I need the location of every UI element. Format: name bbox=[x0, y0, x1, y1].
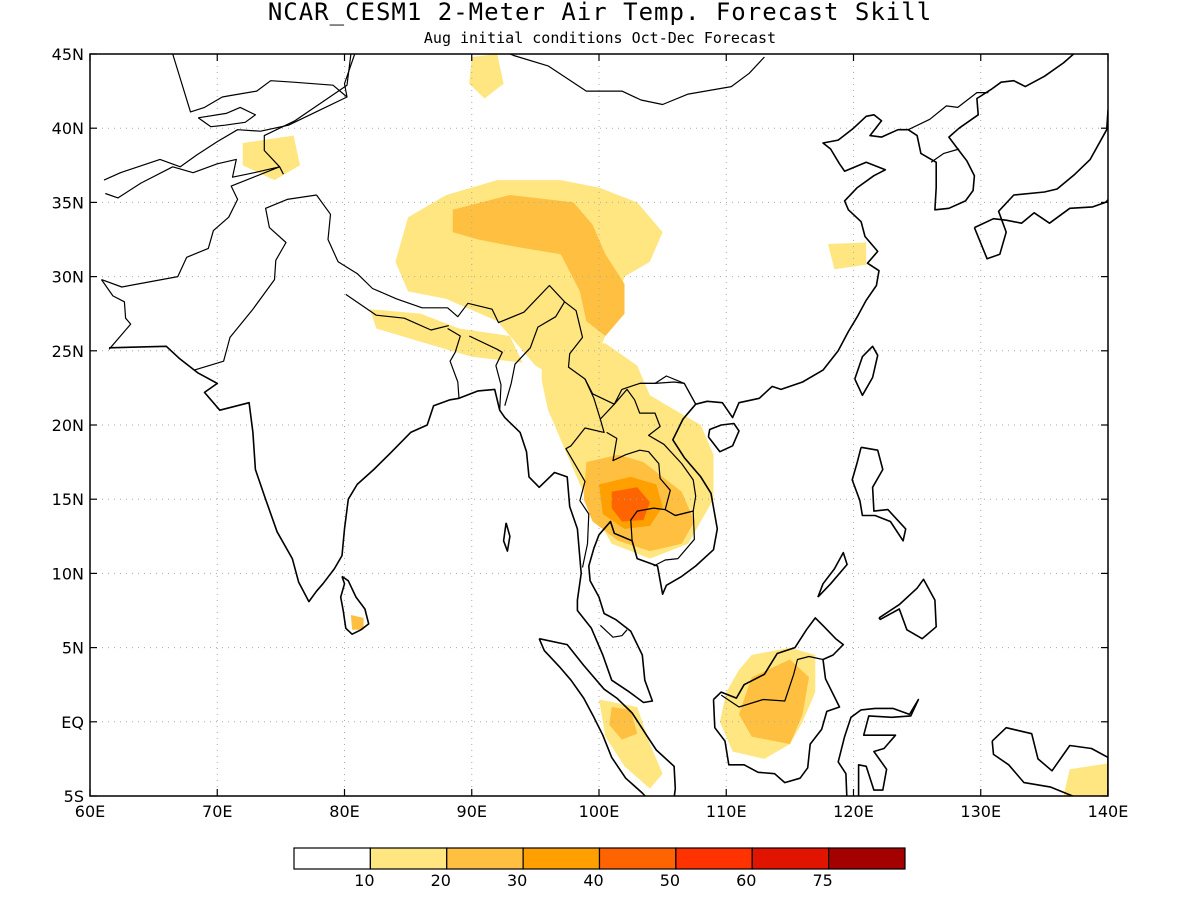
border-central-asia-2 bbox=[172, 54, 348, 113]
x-tick-label: 110E bbox=[706, 802, 747, 821]
border-afghanistan bbox=[101, 158, 281, 288]
skill-region-thailand-center bbox=[611, 487, 650, 522]
border-bangladesh bbox=[447, 327, 461, 399]
y-tick-label: 35N bbox=[52, 193, 84, 212]
border-layer bbox=[101, 54, 989, 708]
coastline-hokkaido bbox=[1107, 97, 1108, 101]
colorbar-swatch bbox=[751, 847, 830, 870]
coastline-mindanao bbox=[878, 578, 938, 640]
skill-region-new-guinea-east bbox=[1063, 763, 1108, 796]
colorbar-swatch bbox=[522, 847, 601, 870]
coastline-sri-lanka bbox=[339, 575, 370, 636]
x-tick-label: 70E bbox=[202, 802, 232, 821]
colorbar-label: 75 bbox=[812, 871, 832, 890]
chart-subtitle: Aug initial conditions Oct-Dec Forecast bbox=[423, 29, 777, 47]
x-tick-label: 90E bbox=[457, 802, 487, 821]
coastline-borneo bbox=[712, 617, 845, 784]
colorbar-label: 50 bbox=[660, 871, 680, 890]
coastline-luzon bbox=[851, 446, 907, 542]
y-tick-label: 15N bbox=[52, 490, 84, 509]
y-tick-label: 5N bbox=[62, 639, 84, 658]
border-borneo-border bbox=[720, 655, 824, 708]
border-pakistan-india bbox=[194, 194, 317, 371]
colorbar-swatch bbox=[828, 847, 906, 870]
coastline-sumatra bbox=[538, 637, 677, 796]
colorbar-swatch bbox=[446, 847, 524, 870]
coastline-layer bbox=[109, 54, 1108, 796]
colorbar-swatch bbox=[369, 847, 448, 870]
x-tick-label: 60E bbox=[75, 802, 105, 821]
colorbar-label: 20 bbox=[431, 871, 451, 890]
colorbar-label: 60 bbox=[736, 871, 756, 890]
colorbar-label: 30 bbox=[507, 871, 527, 890]
skill-region-himalaya-west bbox=[370, 309, 523, 363]
x-tick-label: 80E bbox=[329, 802, 359, 821]
y-tick-label: 45N bbox=[52, 45, 84, 64]
coastline-andaman bbox=[502, 522, 511, 552]
colorbar: 10 20 30 40 50 60 75 bbox=[293, 847, 906, 890]
coastline-palawan bbox=[817, 551, 848, 598]
skill-region-sri-lanka-spot bbox=[350, 615, 364, 630]
coastline-new-guinea bbox=[991, 726, 1108, 796]
colorbar-swatch bbox=[675, 847, 753, 870]
skill-region-tibet-core bbox=[452, 195, 625, 336]
skill-region-east-china-spot bbox=[828, 242, 867, 270]
y-tick-label: 20N bbox=[52, 416, 84, 435]
border-myanmar-india bbox=[504, 301, 566, 406]
border-malaysia-thailand bbox=[599, 624, 628, 638]
x-tick-label: 140E bbox=[1088, 802, 1129, 821]
border-nepal-india bbox=[345, 293, 449, 331]
border-korea-dmz bbox=[930, 148, 960, 163]
colorbar-label: 10 bbox=[354, 871, 374, 890]
chart-title: NCAR_CESM1 2-Meter Air Temp. Forecast Sk… bbox=[267, 0, 933, 26]
grid-layer bbox=[90, 54, 1108, 796]
colorbar-label: 40 bbox=[583, 871, 603, 890]
y-tick-label: 5S bbox=[64, 787, 84, 806]
border-vietnam-china bbox=[639, 381, 697, 405]
y-tick-label: 25N bbox=[52, 342, 84, 361]
colorbar-swatch bbox=[293, 847, 371, 870]
coastline-indian-subcontinent bbox=[109, 54, 1075, 704]
border-iran-pakistan bbox=[101, 279, 132, 350]
y-tick-label: 30N bbox=[52, 268, 84, 287]
border-india-nepal-china bbox=[316, 194, 697, 405]
border-bangladesh-east bbox=[468, 335, 503, 411]
axis-layer: 60E 70E 80E 90E 100E 110E 120E 130E 140E 45N 40N 35… bbox=[52, 45, 1129, 821]
skill-region-mongolia bbox=[469, 54, 504, 99]
y-tick-label: EQ bbox=[61, 713, 84, 732]
border-ferghana bbox=[197, 106, 256, 128]
border-china-mongolia bbox=[357, 54, 765, 106]
y-tick-label: 10N bbox=[52, 564, 84, 583]
colorbar-swatch bbox=[598, 847, 677, 870]
skill-region-sumatra-core bbox=[609, 707, 638, 740]
x-tick-label: 120E bbox=[833, 802, 874, 821]
y-tick-label: 40N bbox=[52, 119, 84, 138]
x-tick-label: 100E bbox=[579, 802, 620, 821]
x-tick-label: 130E bbox=[960, 802, 1001, 821]
coastline-sulawesi bbox=[837, 698, 920, 796]
border-laos bbox=[599, 388, 697, 517]
coastline-japan bbox=[973, 109, 1108, 260]
border-cambodia bbox=[630, 507, 696, 567]
coastline-taiwan bbox=[854, 345, 879, 397]
border-myanmar-thailand bbox=[565, 378, 605, 568]
border-korea-border bbox=[907, 91, 989, 131]
coastline-hainan bbox=[707, 422, 740, 453]
skill-shading-layer bbox=[242, 54, 1108, 796]
